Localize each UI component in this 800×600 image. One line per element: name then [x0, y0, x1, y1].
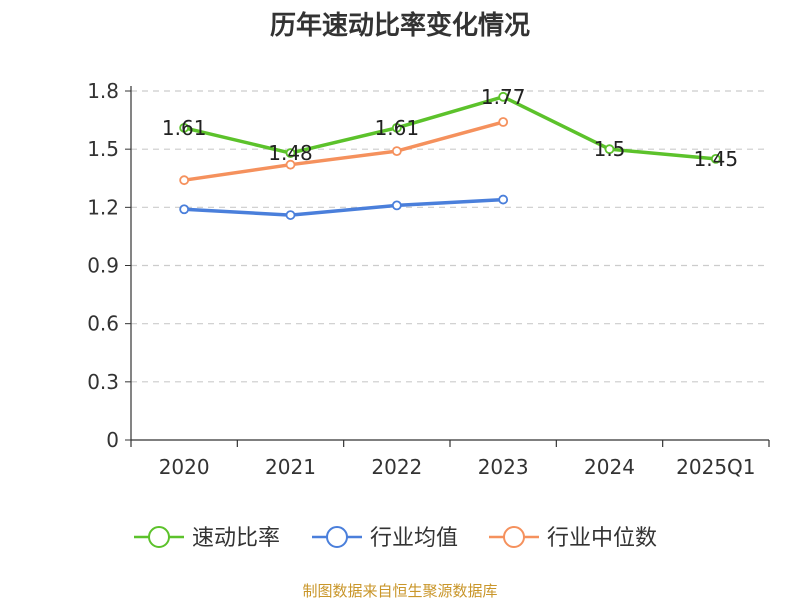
x-tick-label: 2024 [584, 455, 635, 479]
axes: 0 0.3 0.6 0.9 1.2 1.5 1.8 2020 2021 2022 2023 2024 2… [87, 79, 770, 479]
legend: 速动比率 行业均值 行业中位数 [134, 526, 657, 551]
legend-marker [503, 526, 525, 548]
data-point [391, 146, 402, 157]
source-note: 制图数据来自恒生聚源数据库 [302, 582, 497, 600]
data-point [285, 148, 296, 158]
grid [131, 90, 769, 383]
data-label: 1.61 [162, 116, 207, 140]
series-line-0 [182, 95, 718, 161]
data-labels: 1.61 1.48 1.61 1.77 1.5 1.45 [162, 85, 738, 171]
data-point [604, 144, 615, 155]
x-tick-label: 2025Q1 [676, 455, 755, 479]
data-point [285, 159, 296, 170]
data-point [710, 153, 721, 164]
x-tick-label: 2020 [159, 455, 210, 479]
chart-title: 历年速动比率变化情况 [270, 10, 530, 41]
series-line-2 [182, 120, 505, 182]
data-label: 1.48 [268, 141, 313, 165]
data-label: 1.45 [694, 147, 739, 171]
data-point [179, 175, 190, 186]
legend-marker [326, 526, 348, 548]
x-tick-label: 2022 [371, 455, 422, 479]
y-tick-label: 1.2 [87, 195, 119, 219]
data-point [498, 117, 509, 127]
legend-label: 行业中位数 [547, 526, 657, 551]
y-tick-label: 0 [106, 428, 119, 452]
legend-label: 行业均值 [370, 526, 458, 551]
series-line-1 [182, 197, 505, 217]
data-point [391, 122, 402, 133]
data-point [179, 122, 190, 133]
data-label: 1.77 [481, 85, 526, 109]
legend-label: 速动比率 [192, 526, 280, 551]
x-tick-label: 2023 [478, 455, 529, 479]
data-point [285, 210, 296, 220]
y-tick-label: 0.9 [87, 254, 119, 278]
x-tick-label: 2021 [265, 455, 316, 479]
y-tick-label: 0.6 [87, 312, 119, 336]
data-label: 1.5 [594, 137, 626, 161]
data-point [498, 91, 509, 102]
data-point [179, 204, 190, 215]
y-tick-label: 1.8 [87, 79, 119, 103]
data-point [391, 200, 402, 211]
series-group [179, 91, 721, 220]
y-tick-label: 0.3 [87, 370, 119, 394]
data-label: 1.61 [375, 116, 420, 140]
data-point [498, 194, 509, 205]
legend-marker [148, 526, 170, 548]
y-tick-label: 1.5 [87, 137, 119, 161]
